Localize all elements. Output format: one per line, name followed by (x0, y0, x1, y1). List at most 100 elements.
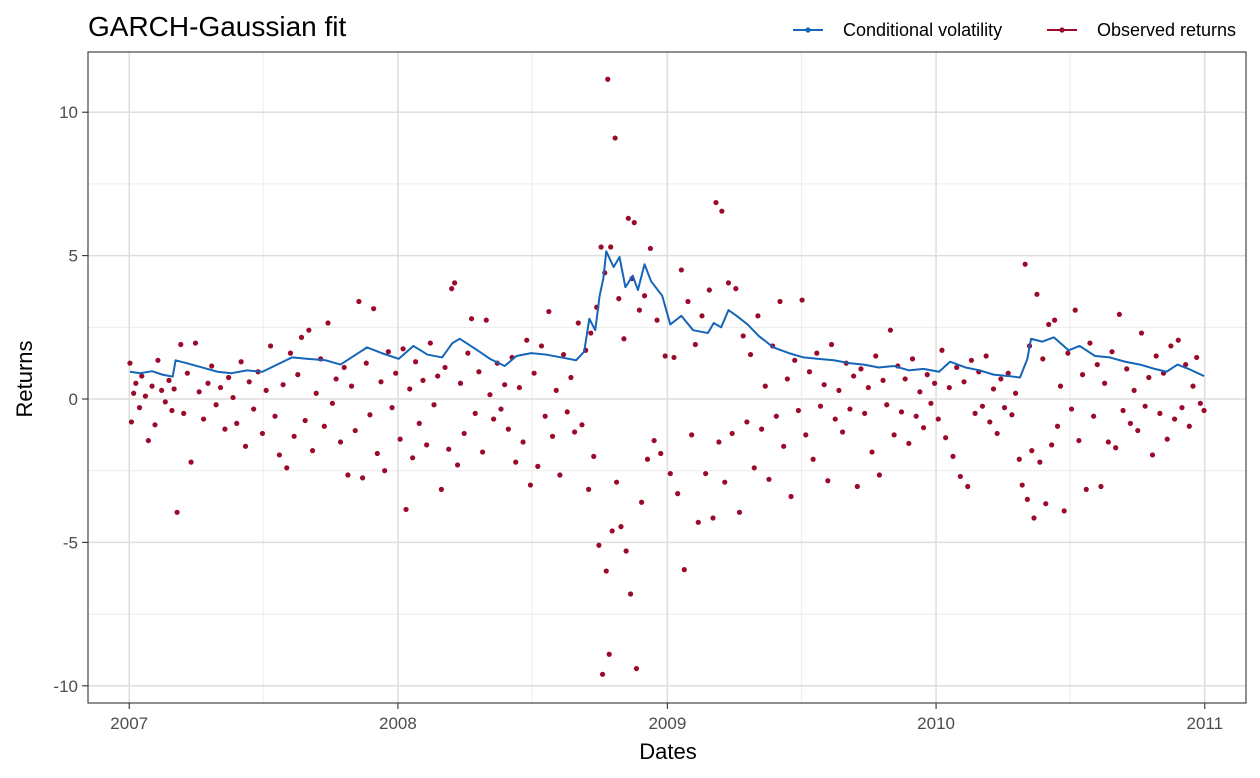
return-point-288 (1124, 366, 1130, 372)
return-point-136 (606, 651, 612, 657)
return-point-116 (549, 433, 556, 439)
return-point-34 (246, 379, 252, 385)
return-point-302 (1175, 337, 1181, 343)
return-point-122 (572, 429, 578, 435)
return-point-253 (1009, 412, 1015, 418)
return-point-66 (371, 306, 377, 312)
return-point-16 (174, 509, 180, 515)
return-point-128 (591, 453, 597, 459)
return-point-118 (557, 472, 563, 478)
legend-label-returns: Observed returns (1097, 20, 1236, 40)
return-point-152 (641, 293, 648, 299)
return-point-236 (946, 384, 952, 391)
return-point-130 (596, 542, 602, 548)
return-point-120 (564, 409, 570, 415)
return-point-143 (621, 336, 627, 342)
return-point-214 (865, 384, 871, 391)
return-point-111 (531, 370, 537, 376)
return-point-263 (1037, 459, 1043, 465)
return-point-196 (799, 297, 805, 303)
return-point-174 (719, 208, 725, 214)
x-axis-title: Dates (639, 739, 696, 764)
return-point-304 (1183, 361, 1189, 368)
return-point-14 (169, 407, 175, 414)
return-point-166 (692, 341, 698, 348)
return-point-149 (633, 665, 640, 672)
return-point-182 (747, 351, 754, 358)
return-point-5 (139, 373, 145, 379)
return-point-45 (291, 433, 297, 439)
return-point-230 (924, 372, 930, 378)
return-point-307 (1194, 354, 1200, 361)
return-point-220 (887, 327, 894, 333)
return-point-306 (1190, 383, 1196, 389)
return-point-138 (609, 528, 615, 534)
return-point-151 (639, 499, 645, 505)
x-axis: 2007 2008 2009 2010 2011 (110, 703, 1223, 733)
return-point-262 (1034, 291, 1040, 297)
return-point-268 (1052, 317, 1058, 323)
return-point-127 (588, 330, 594, 336)
return-point-181 (744, 419, 750, 425)
return-point-284 (1109, 349, 1115, 355)
return-point-20 (188, 459, 194, 465)
return-point-53 (321, 423, 327, 429)
return-point-119 (560, 351, 567, 358)
return-point-86 (442, 364, 448, 371)
return-point-67 (374, 450, 380, 457)
return-point-21 (192, 340, 199, 346)
return-point-204 (828, 341, 835, 348)
return-point-32 (238, 359, 244, 365)
y-tick-label-0: -10 (53, 677, 78, 696)
return-point-3 (133, 380, 139, 386)
return-point-202 (821, 382, 827, 388)
return-point-167 (695, 519, 701, 525)
return-point-251 (1001, 405, 1008, 411)
return-point-195 (795, 407, 802, 414)
return-point-90 (454, 462, 461, 468)
x-tick-label-1: 2008 (379, 714, 417, 733)
return-point-91 (457, 380, 464, 386)
return-point-1 (128, 419, 135, 425)
return-point-140 (613, 479, 620, 485)
return-point-197 (803, 432, 809, 438)
return-point-285 (1113, 445, 1119, 451)
return-point-293 (1142, 403, 1148, 409)
return-point-245 (979, 403, 986, 409)
return-point-294 (1146, 374, 1152, 381)
return-point-65 (367, 412, 373, 418)
return-point-142 (618, 524, 624, 530)
return-point-137 (608, 244, 614, 250)
return-point-64 (363, 360, 369, 366)
return-point-38 (263, 387, 269, 394)
x-tick-label-0: 2007 (110, 714, 148, 733)
return-point-252 (1005, 370, 1011, 376)
return-point-240 (961, 379, 967, 385)
return-point-124 (579, 422, 585, 428)
return-point-199 (810, 456, 816, 462)
return-point-216 (873, 353, 879, 359)
return-point-191 (781, 443, 787, 449)
return-point-309 (1201, 407, 1207, 414)
return-point-29 (226, 374, 232, 381)
return-point-98 (483, 317, 489, 323)
x-tick-label-2: 2009 (648, 714, 686, 733)
return-point-250 (998, 376, 1004, 382)
return-point-308 (1197, 400, 1203, 406)
return-point-164 (685, 298, 691, 305)
return-point-68 (378, 379, 384, 385)
return-point-11 (159, 387, 165, 394)
return-point-239 (957, 473, 963, 480)
return-point-43 (284, 465, 290, 471)
observed-returns-points (127, 76, 1207, 677)
return-point-217 (876, 472, 882, 478)
return-point-117 (553, 387, 559, 394)
return-point-165 (689, 432, 695, 438)
volatility-line (129, 250, 1205, 379)
return-point-54 (325, 320, 331, 326)
return-point-25 (209, 363, 215, 369)
return-point-139 (612, 135, 618, 141)
return-point-258 (1024, 496, 1030, 502)
legend-label-volatility: Conditional volatility (843, 20, 1002, 40)
return-point-175 (722, 479, 728, 485)
